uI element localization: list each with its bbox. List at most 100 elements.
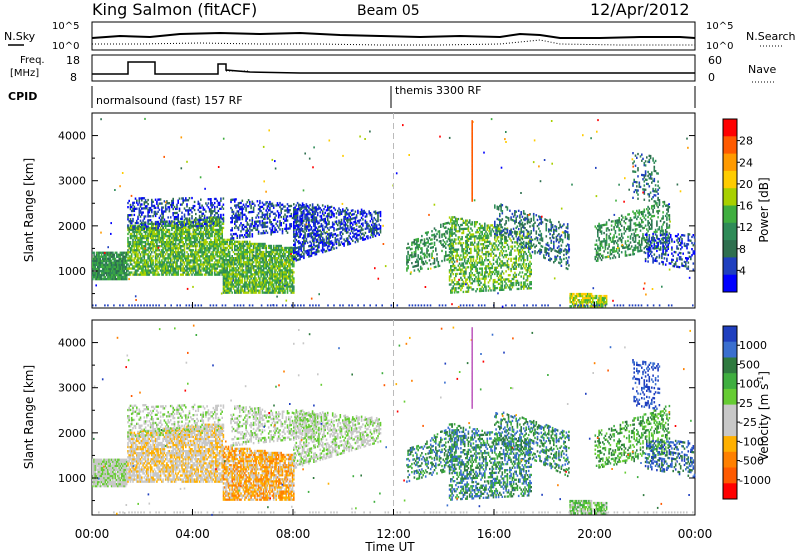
power-echo-cell (187, 255, 190, 258)
power-echo-cell (191, 215, 193, 218)
power-echo-cell (289, 261, 291, 264)
power-echo-cell (212, 228, 215, 232)
power-echo-cell (166, 265, 168, 268)
power-echo-cell (102, 257, 104, 260)
power-echo-cell (201, 222, 203, 226)
power-echo-cell (119, 267, 122, 271)
power-echo-cell (289, 248, 291, 252)
power-echo-cell (186, 221, 188, 224)
power-echo-cell (353, 235, 355, 238)
power-echo-cell (164, 265, 167, 268)
power-echo-cell (282, 255, 285, 258)
power-echo-cell (255, 257, 257, 260)
power-echo-cell (260, 257, 262, 260)
power-echo-cell (181, 228, 183, 232)
power-echo-cell (236, 226, 239, 229)
power-echo-cell (196, 271, 198, 274)
power-echo-cell (136, 251, 138, 254)
power-echo-cell (110, 255, 113, 258)
power-echo-cell (254, 269, 256, 272)
power-echo-cell (311, 203, 314, 206)
power-echo-cell (325, 237, 328, 240)
power-echo-cell (168, 245, 171, 248)
power-echo-cell (286, 289, 289, 292)
power-echo-cell (242, 273, 245, 276)
power-echo-cell (178, 197, 181, 200)
power-echo-cell (293, 249, 295, 253)
power-echo-cell (216, 222, 218, 225)
power-echo-cell (182, 230, 184, 234)
power-echo-cell (275, 250, 277, 254)
power-echo-cell (105, 257, 108, 260)
power-echo-cell (239, 273, 241, 276)
power-echo-cell (265, 263, 267, 266)
power-echo-cell (122, 278, 124, 281)
power-echo-cell (240, 287, 242, 290)
power-echo-cell (179, 247, 182, 250)
power-echo-cell (264, 263, 266, 266)
power-echo-cell (168, 261, 171, 264)
power-echo-cell (279, 283, 281, 286)
power-echo-cell (223, 277, 226, 280)
power-echo-cell (162, 269, 164, 272)
power-echo-cell (128, 273, 130, 276)
power-echo-cell (303, 248, 305, 251)
power-echo-cell (345, 207, 348, 210)
power-echo-cell (277, 263, 280, 266)
power-echo-cell (176, 205, 178, 208)
power-echo-cell (279, 259, 281, 262)
power-echo-cell (138, 257, 141, 260)
power-echo-cell (130, 263, 133, 266)
power-echo-cell (316, 248, 319, 251)
power-echo-cell (94, 276, 97, 279)
power-echo-cell (284, 209, 286, 212)
power-echo-cell (138, 226, 141, 230)
power-echo-cell (330, 213, 333, 217)
power-echo-cell (134, 263, 137, 266)
power-echo-cell (207, 267, 210, 270)
power-echo-cell (309, 224, 311, 227)
power-echo-cell (285, 273, 288, 276)
power-echo-cell (110, 261, 113, 264)
power-echo-cell (242, 285, 245, 288)
power-echo-cell (240, 255, 242, 258)
power-echo-cell (326, 206, 329, 210)
power-echo-cell (315, 238, 318, 241)
power-echo-cell (286, 275, 289, 278)
power-echo-cell (255, 285, 257, 288)
power-echo-cell (301, 255, 304, 258)
power-echo-cell (148, 255, 151, 258)
power-echo-cell (196, 251, 198, 254)
power-echo-cell (237, 242, 240, 246)
power-echo-cell (149, 261, 152, 264)
power-echo-cell (216, 249, 218, 252)
power-echo-cell (269, 246, 271, 250)
power-echo-cell (147, 219, 149, 222)
power-echo-cell (350, 229, 353, 233)
power-echo-cell (274, 291, 276, 294)
power-echo-cell (137, 245, 139, 248)
power-echo-cell (213, 206, 216, 209)
power-echo-cell (182, 201, 184, 204)
power-echo-cell (220, 199, 222, 202)
power-echo-cell (262, 203, 265, 206)
power-echo-cell (163, 228, 166, 232)
power-echo-cell (208, 245, 211, 248)
power-echo-cell (113, 278, 115, 281)
power-echo-cell (176, 255, 178, 258)
power-echo-cell (210, 259, 212, 262)
power-echo-cell (309, 232, 311, 235)
power-echo-cell (358, 221, 360, 224)
power-echo-cell (331, 221, 334, 224)
power-echo-cell (295, 259, 298, 262)
power-echo-cell (232, 275, 235, 278)
power-echo-cell (294, 216, 296, 220)
power-echo-cell (112, 251, 114, 254)
power-echo-cell (328, 245, 330, 248)
power-echo-cell (149, 255, 152, 258)
power-echo-cell (347, 220, 349, 224)
power-echo-cell (133, 245, 136, 248)
power-echo-cell (127, 263, 129, 266)
power-echo-cell (151, 228, 153, 232)
